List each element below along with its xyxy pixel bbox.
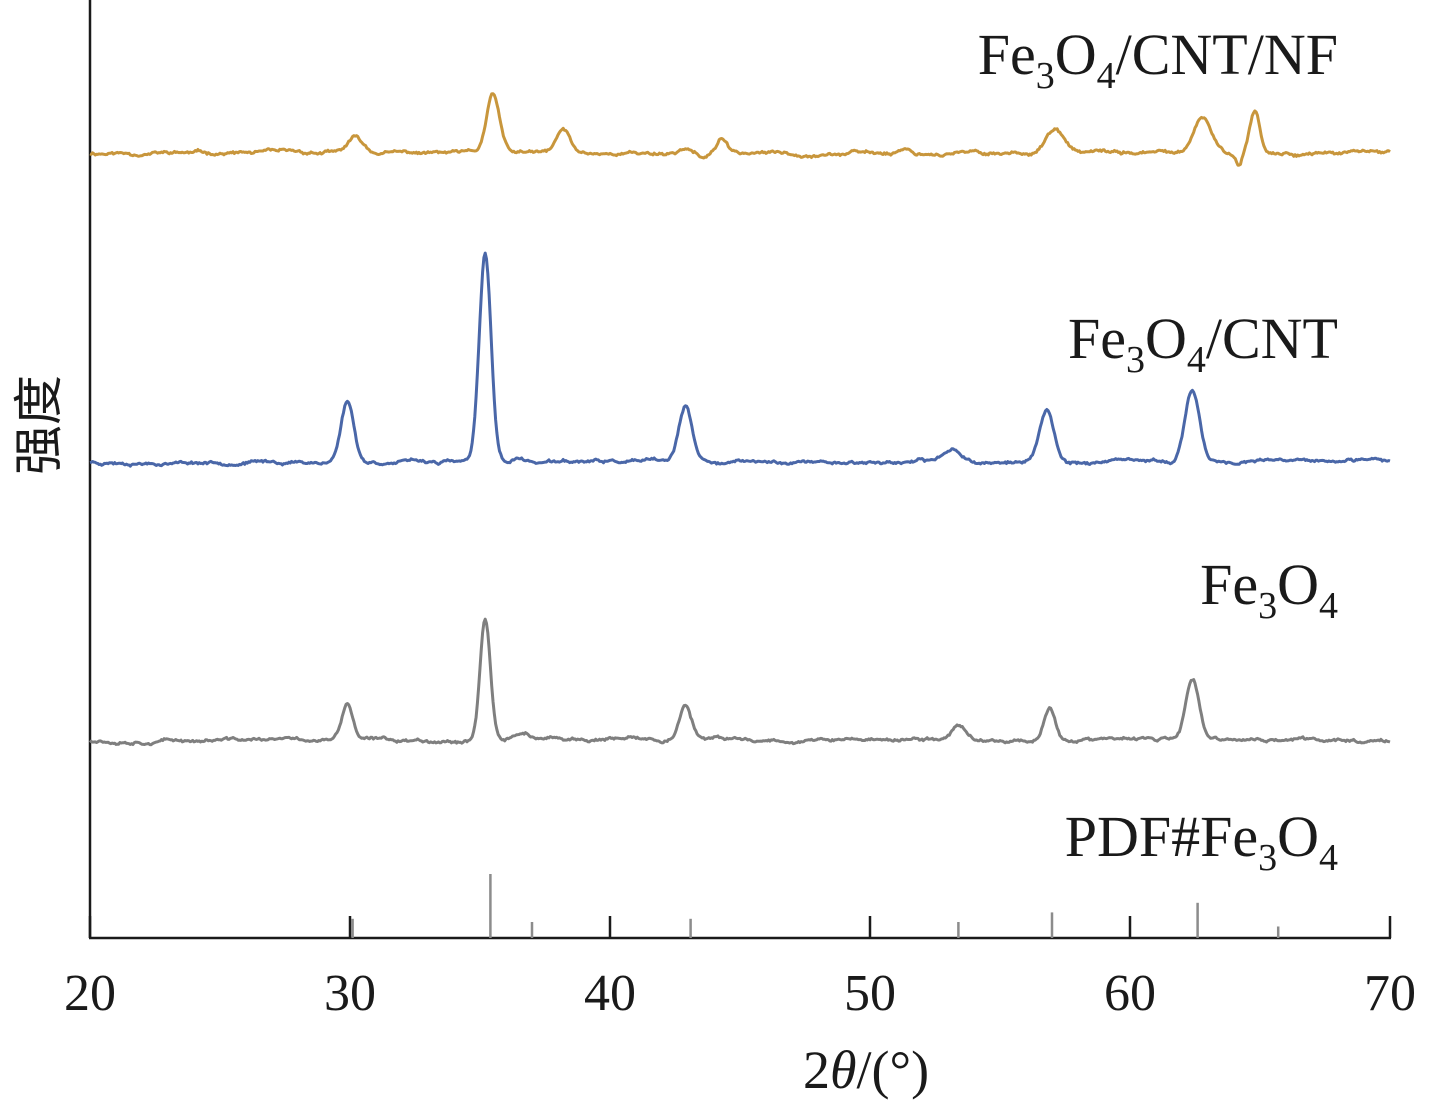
series-label-pdf-fe3o4: PDF#Fe3O4 [1065,804,1338,879]
series-line-0 [89,92,1391,167]
series-label-fe3o4: Fe3O4 [1200,552,1338,627]
x-axis-title: 2θ/(°) [803,1040,929,1100]
series-label-fe3o4-cnt-nf: Fe3O4/CNT/NF [978,22,1338,97]
series-lines [88,92,1391,747]
y-axis-title: 强度 [10,375,68,475]
x-tick-label-70: 70 [1364,965,1416,1022]
series-label-fe3o4-cnt: Fe3O4/CNT [1068,306,1338,381]
plot-axes: 20 30 40 50 60 70 [64,0,1416,1022]
series-line-1 [89,251,1391,468]
series-labels: Fe3O4/CNT/NF Fe3O4/CNT Fe3O4 PDF#Fe3O4 [978,22,1338,879]
x-tick-label-20: 20 [64,965,116,1022]
x-tick-label-60: 60 [1104,965,1156,1022]
reference-lines [351,874,1280,938]
x-tick-label-40: 40 [584,965,636,1022]
series-line-2 [88,617,1391,747]
x-ticks: 20 30 40 50 60 70 [64,916,1416,1022]
x-tick-label-50: 50 [844,965,896,1022]
x-tick-label-30: 30 [324,965,376,1022]
